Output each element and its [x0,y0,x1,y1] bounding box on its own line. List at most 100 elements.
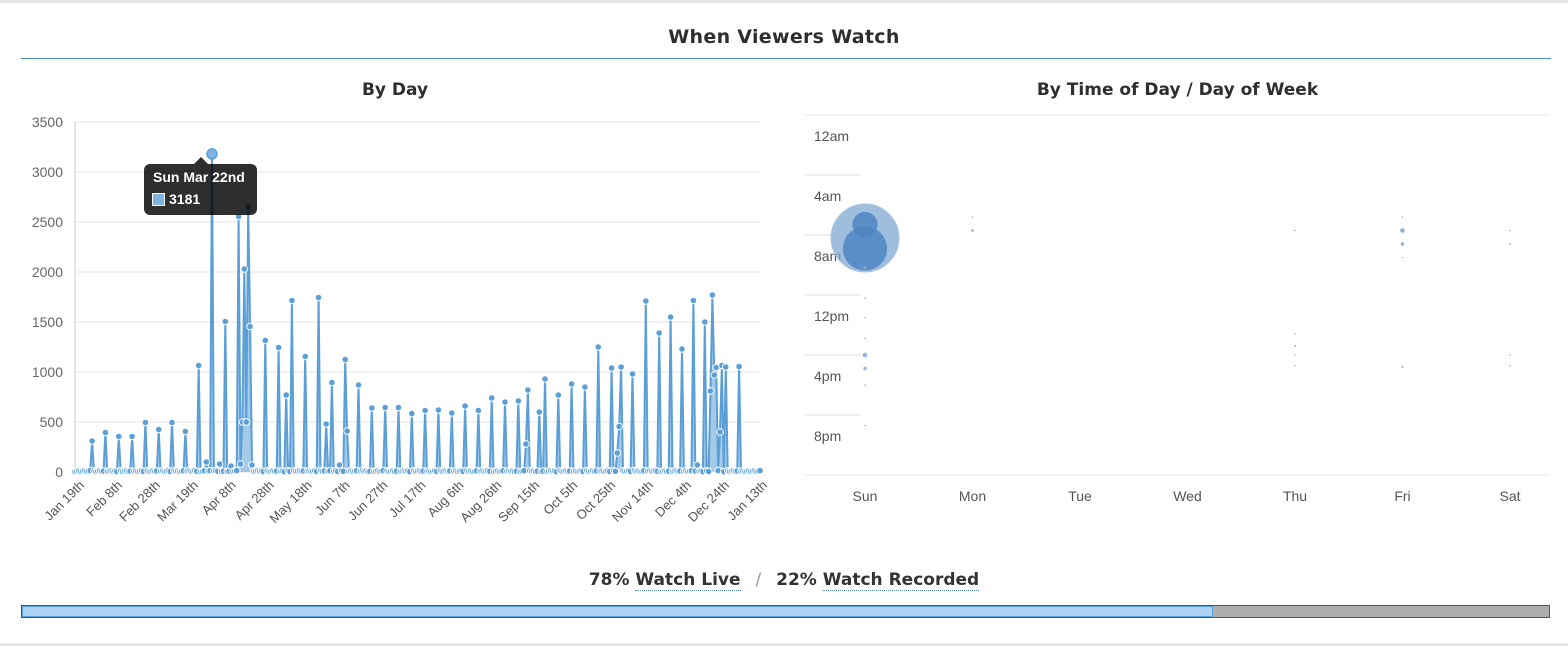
data-point [328,378,336,387]
data-point [394,403,403,412]
chart-tooltip: Sun Mar 22nd 3181 [144,157,257,215]
data-point [708,291,717,299]
bubble-point [863,266,867,270]
hour-label: 8pm [814,428,841,444]
data-point [215,460,224,468]
bubble-point [864,316,866,319]
bubble-point [1401,365,1404,369]
data-point [655,329,663,337]
bubble-point [864,297,866,299]
data-point [246,322,254,331]
data-point [581,383,589,391]
bubble-point [1294,229,1296,232]
data-point [607,364,616,372]
data-point [381,403,389,412]
data-point [522,440,530,448]
data-point [274,343,283,352]
bubble-point [1401,216,1404,218]
bubble-point [862,352,868,358]
weekday-label: Fri [1394,488,1410,504]
data-point [341,355,349,364]
data-point [535,408,544,416]
data-point [514,397,523,405]
data-point [721,363,730,371]
recorded-label[interactable]: Watch Recorded [822,570,980,591]
live-bar-fill [22,606,1214,617]
hour-label: 4am [814,188,841,204]
data-point [716,428,724,436]
title-divider [21,58,1551,59]
data-point [242,418,251,426]
weekday-label: Tue [1068,488,1092,504]
data-point [613,449,622,457]
data-point [114,432,123,441]
data-point [447,409,456,417]
data-point [474,406,483,415]
live-recorded-bar [21,605,1550,618]
data-point [567,380,576,388]
bubble-point [1294,333,1296,335]
data-point [221,317,230,326]
data-point [314,293,323,302]
data-point [704,467,713,476]
data-point [541,375,549,383]
data-point [194,361,203,370]
y-tick-label: 1000 [32,364,63,380]
data-point [554,391,563,399]
data-point [735,362,743,371]
data-point [240,265,249,273]
y-tick-label: 3500 [32,114,63,130]
data-point [288,296,296,305]
data-point [710,371,719,379]
hour-label: 4pm [814,368,841,384]
data-point [501,398,509,406]
bubble-point [864,337,866,340]
recorded-percent: 22% [776,570,817,590]
bubble-point [1294,354,1296,356]
data-point [611,467,620,476]
hour-label: 12pm [814,308,849,324]
tooltip-date: Sun Mar 22nd [153,169,245,185]
bubble-point [864,424,866,427]
weekday-label: Mon [959,488,986,504]
data-point [343,427,351,435]
time-of-day-title: By Time of Day / Day of Week [1036,80,1319,100]
data-point [594,343,603,351]
bubble-point [1509,229,1511,232]
bubble-point [1400,228,1405,233]
y-tick-label: 3000 [32,164,63,180]
tooltip-series-swatch [152,193,165,206]
live-label[interactable]: Watch Live [635,570,741,591]
data-point [701,318,709,326]
data-point [615,422,623,431]
y-tick-label: 2000 [32,264,63,280]
data-point [756,466,764,475]
data-point [642,297,650,305]
y-tick-label: 2500 [32,214,63,230]
live-percent: 78% [588,570,630,590]
data-point [181,427,190,436]
tooltip-value: 3181 [169,191,201,207]
data-point [282,391,291,399]
data-point [101,428,110,437]
weekday-label: Thu [1283,488,1307,504]
data-point [88,437,96,445]
y-tick-label: 1500 [32,314,63,330]
by-day-title: By Day [361,80,429,100]
top-border [0,0,1568,3]
page-title: When Viewers Watch [668,26,900,48]
y-tick-label: 500 [40,414,64,430]
data-point [407,409,416,418]
data-point [461,402,469,410]
bubble-point [852,211,878,238]
bubble-point [1293,344,1297,348]
bubble-point [863,366,867,371]
weekday-label: Wed [1173,488,1202,504]
highlighted-point [206,148,218,160]
bubble-point [1294,364,1296,367]
data-point [706,387,715,395]
watch-summary: 78% Watch Live / 22% Watch Recorded [0,570,1568,591]
data-point [322,420,330,428]
y-tick-label: 0 [55,464,63,480]
